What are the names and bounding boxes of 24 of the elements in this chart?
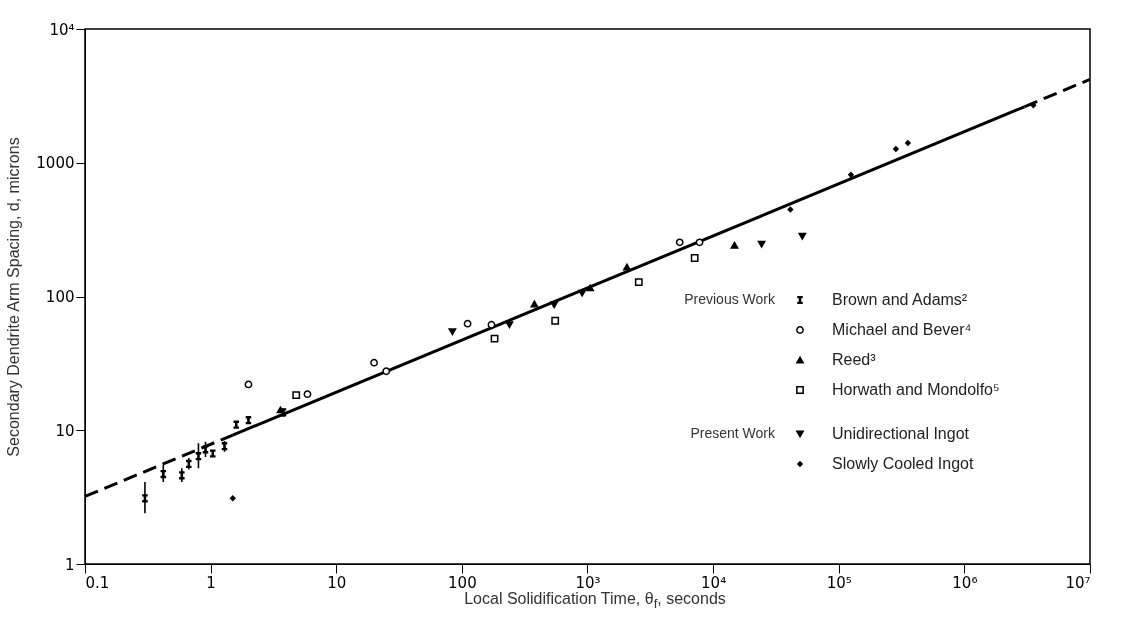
x-tick-label: 10 [327,573,347,592]
x-tick-label: 100 [448,573,477,592]
x-tick-label: 10³ [575,573,601,592]
x-tick-label: 10⁷ [1065,573,1091,592]
annotation: Previous Work [684,291,776,307]
x-tick-label: 10⁵ [826,573,852,592]
annotation: Present Work [690,425,776,441]
y-axis-title: Secondary Dendrite Arm Spacing, d, microns [5,137,23,457]
y-tick-label: 1 [64,555,75,574]
x-tick-label: 1 [206,573,216,592]
legend-label: Slowly Cooled Ingot [832,455,974,472]
y-tick-label: 100 [45,288,75,306]
legend-label: Reed³ [832,351,877,368]
x-tick-label: 0.1 [85,573,110,592]
y-tick-label: 10 [55,421,75,440]
legend-label: Horwath and Mondolfo⁵ [832,381,1000,398]
x-tick-label: 10⁶ [952,573,978,592]
y-tick-label: 10⁴ [49,20,75,39]
y-tick-label: 1000 [36,154,75,173]
legend-label: Brown and Adams² [832,291,968,308]
legend-label: Michael and Bever⁴ [832,321,972,338]
x-axis-title: Local Solidification Time, θ$_{f}$, seconds [463,590,727,612]
x-tick-label: 10⁴ [701,573,727,592]
legend-label: Unidirectional Ingot [832,425,970,442]
